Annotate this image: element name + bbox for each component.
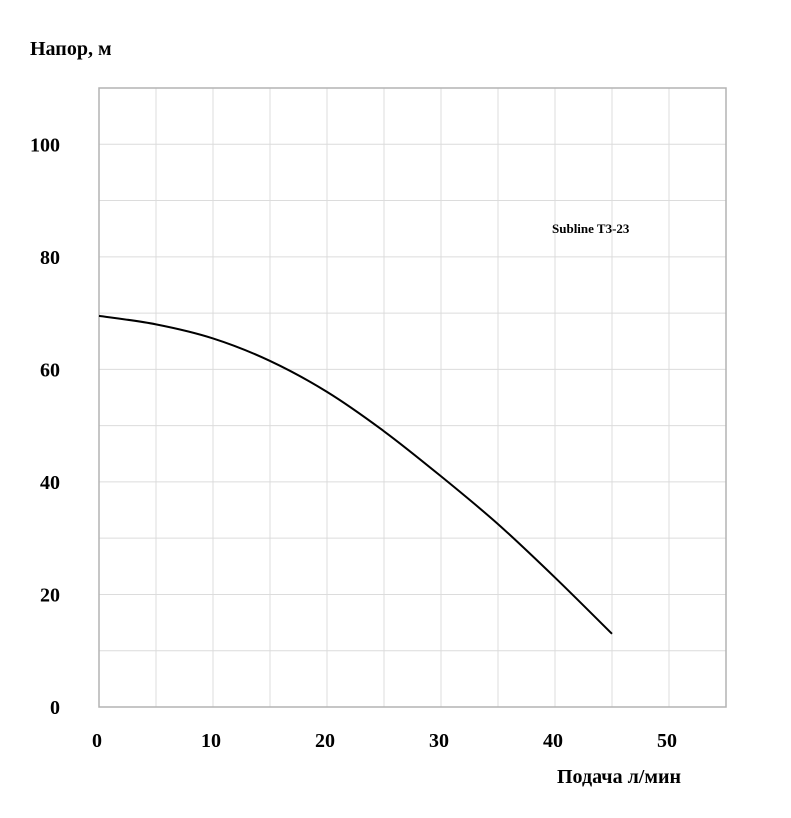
x-tick-label: 30 — [429, 730, 449, 752]
series-layer — [98, 314, 613, 635]
y-axis-title: Напор, м — [30, 38, 112, 60]
grid — [99, 88, 726, 707]
x-tick-label: 0 — [92, 730, 102, 752]
x-tick-label: 20 — [315, 730, 335, 752]
y-tick-label: 20 — [40, 584, 60, 606]
y-tick-label: 100 — [30, 134, 60, 156]
head-flow-curve — [98, 314, 613, 635]
y-tick-label: 80 — [40, 247, 60, 269]
y-tick-label: 60 — [40, 359, 60, 381]
y-tick-labels: 0 20 40 60 80 100 — [30, 134, 60, 719]
plot-frame — [98, 87, 727, 708]
x-tick-label: 50 — [657, 730, 677, 752]
x-tick-label: 40 — [543, 730, 563, 752]
x-axis-title: Подача л/мин — [557, 766, 681, 788]
x-tick-labels: 0 10 20 30 40 50 — [92, 730, 677, 752]
y-tick-label: 0 — [50, 697, 60, 719]
y-tick-label: 40 — [40, 472, 60, 494]
x-tick-label: 10 — [201, 730, 221, 752]
chart-annotation-model: Subline T3-23 — [552, 221, 630, 236]
